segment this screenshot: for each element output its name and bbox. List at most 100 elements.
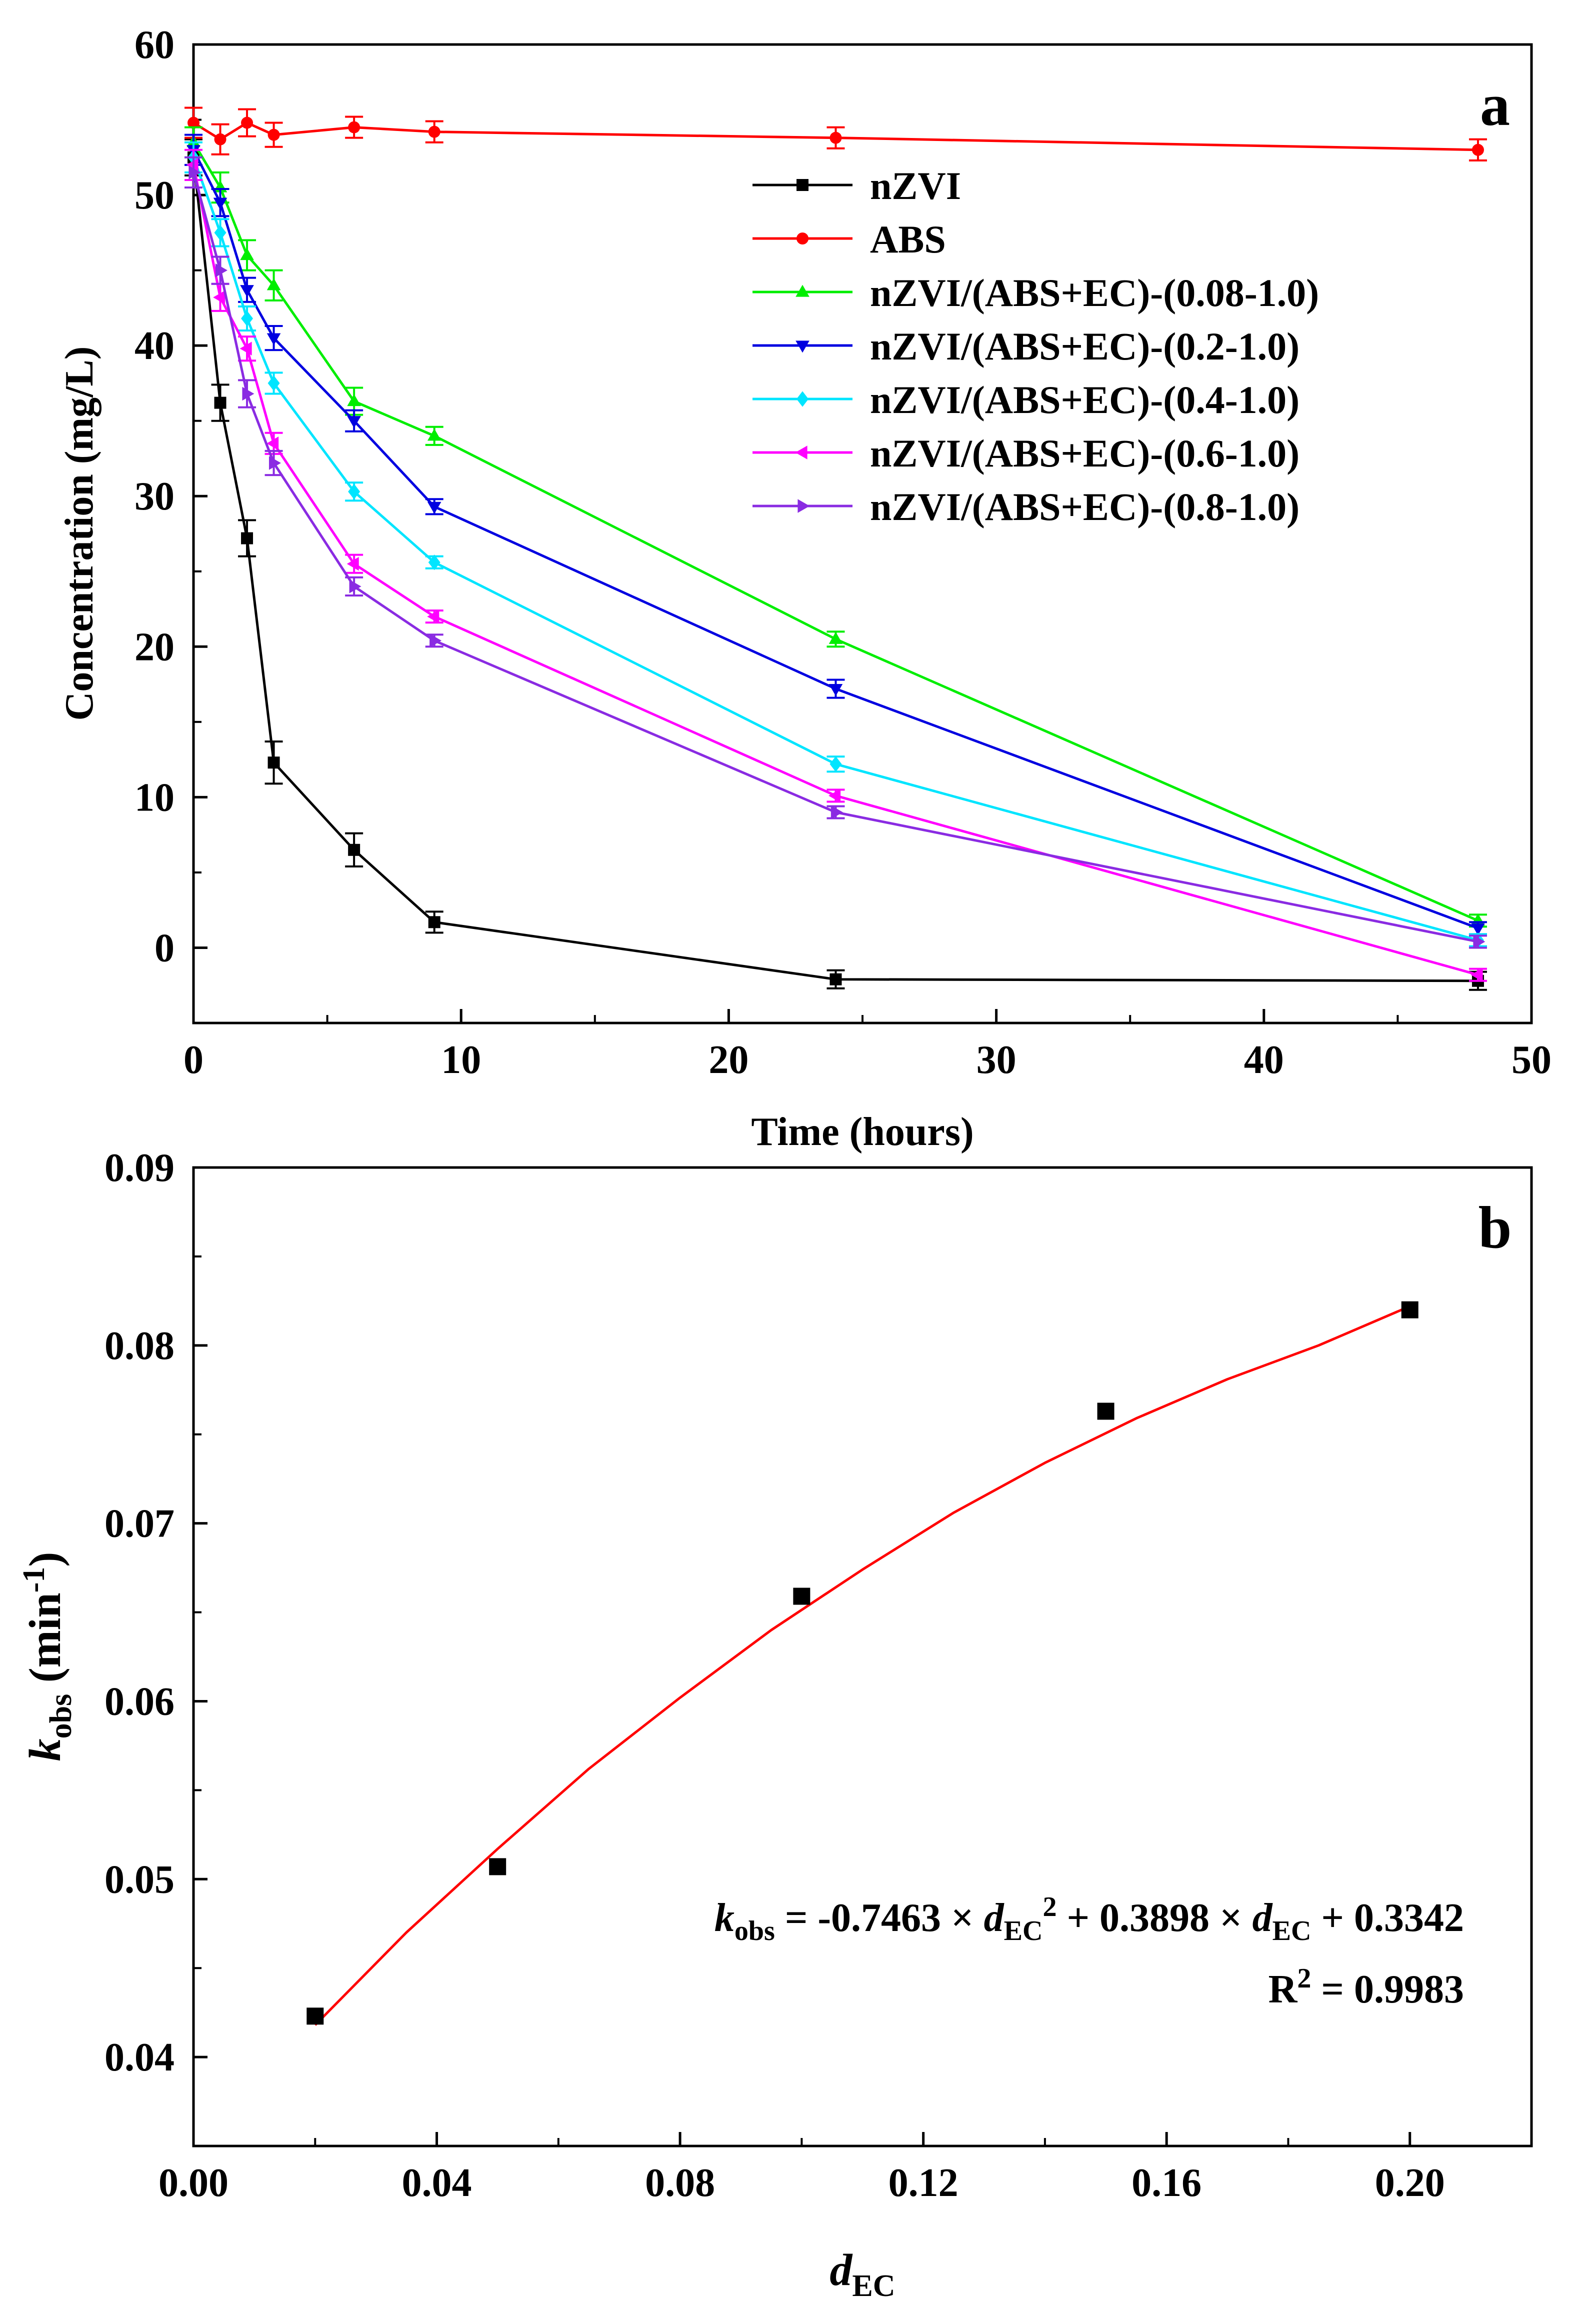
data-point (346, 556, 359, 571)
data-point (428, 916, 440, 928)
legend-item: nZVI/(ABS+EC)-(0.8-1.0) (752, 485, 1300, 528)
y-tick-label: 0 (154, 926, 174, 970)
y-tick-label: 0.08 (104, 1324, 174, 1368)
data-point (266, 333, 281, 346)
y-tick-label: 0.09 (104, 1146, 174, 1190)
data-point (266, 278, 281, 290)
panel-b: 0.00 0.04 0.08 0.12 0.16 0.20 0.040.050.060.0… (17, 1146, 1533, 2303)
panel-a-legend: nZVI ABS nZVI/(ABS+EC)-(0.08-1.0) nZVI/(ABS… (752, 164, 1319, 528)
data-point (213, 290, 226, 304)
data-point (268, 128, 280, 141)
data-point (348, 484, 360, 500)
legend-marker (796, 340, 810, 353)
x-tick-label: 0.04 (402, 2161, 472, 2205)
legend-item: nZVI/(ABS+EC)-(0.2-1.0) (752, 324, 1300, 368)
legend-item: ABS (752, 218, 946, 261)
data-point (240, 248, 254, 260)
series-line (192, 164, 1478, 976)
data-point (428, 126, 440, 138)
x-tick-label: 50 (1512, 1038, 1552, 1082)
legend-label: nZVI/(ABS+EC)-(0.08-1.0) (870, 271, 1319, 314)
legend-label: nZVI/(ABS+EC)-(0.4-1.0) (870, 378, 1300, 422)
y-tick-label: 0.06 (104, 1680, 174, 1724)
series-1 (184, 106, 1487, 162)
data-point (347, 416, 361, 428)
data-point (489, 1858, 506, 1876)
series-line (192, 149, 1478, 930)
y-tick-label: 30 (134, 474, 174, 518)
data-point (214, 396, 226, 409)
data-point (427, 502, 442, 514)
data-point (1473, 934, 1486, 949)
data-point (268, 756, 280, 769)
panel-a-y-axis-label: Concentration (mg/L) (58, 346, 102, 721)
panel-b-x-axis-label: dEC (830, 2246, 895, 2303)
data-point (348, 844, 360, 856)
legend-label: nZVI/(ABS+EC)-(0.6-1.0) (870, 432, 1300, 475)
x-tick-label: 40 (1244, 1038, 1284, 1082)
legend-marker (796, 391, 808, 407)
legend-item: nZVI/(ABS+EC)-(0.6-1.0) (752, 432, 1300, 475)
legend-label: nZVI (870, 164, 961, 208)
data-point (427, 610, 440, 624)
legend-marker (796, 179, 808, 191)
data-point (214, 224, 226, 240)
panel-a-y-ticks: 0 10 20 30 40 50 60 (134, 23, 208, 1024)
data-point (241, 116, 254, 129)
data-point (348, 121, 360, 134)
data-point (828, 684, 843, 696)
panel-b-plot-frame (192, 1166, 1533, 2148)
panel-b-x-ticks: 0.00 0.04 0.08 0.12 0.16 0.20 (158, 2132, 1532, 2205)
y-tick-label: 50 (134, 174, 174, 218)
data-point (793, 1588, 810, 1605)
data-point (1470, 968, 1483, 982)
r-squared: R2 = 0.9983 (1268, 1963, 1464, 2012)
x-tick-label: 0 (184, 1038, 204, 1082)
legend-item: nZVI (752, 164, 961, 208)
y-tick-label: 60 (134, 23, 174, 67)
legend-marker (798, 499, 810, 513)
legend-item: nZVI/(ABS+EC)-(0.08-1.0) (752, 271, 1319, 314)
series-3 (184, 134, 1487, 936)
data-point (241, 310, 254, 326)
data-point (1471, 923, 1485, 936)
data-point (188, 166, 201, 180)
data-point (349, 580, 362, 594)
data-point (214, 133, 226, 146)
x-tick-label: 0.16 (1132, 2161, 1202, 2205)
data-point (830, 132, 842, 144)
y-tick-label: 10 (134, 776, 174, 820)
data-point (268, 456, 281, 470)
panel-b-fit-curve-group (314, 1305, 1410, 2026)
legend-item: nZVI/(ABS+EC)-(0.4-1.0) (752, 378, 1300, 422)
data-point (242, 386, 254, 401)
panel-a-label: a (1480, 72, 1510, 138)
data-point (1472, 144, 1484, 156)
y-tick-label: 0.05 (104, 1858, 174, 1902)
y-tick-label: 0.04 (104, 2036, 174, 2080)
series-line (192, 157, 1478, 982)
data-point (186, 158, 198, 172)
series-6 (184, 156, 1487, 949)
legend-marker (795, 446, 808, 460)
data-point (428, 554, 440, 570)
x-tick-label: 0.00 (158, 2161, 228, 2205)
panel-a-x-axis-label: Time (hours) (751, 1110, 974, 1154)
data-point (240, 342, 252, 356)
x-tick-label: 0.12 (888, 2161, 958, 2205)
x-tick-label: 30 (976, 1038, 1016, 1082)
x-tick-label: 20 (708, 1038, 748, 1082)
y-tick-label: 40 (134, 324, 174, 368)
data-point (427, 428, 442, 441)
panel-a-series (184, 106, 1487, 991)
data-point (830, 973, 842, 986)
data-point (268, 375, 280, 392)
data-point (830, 756, 842, 772)
data-point (240, 285, 254, 298)
data-point (1097, 1402, 1114, 1420)
legend-label: ABS (870, 218, 946, 261)
data-point (215, 263, 228, 278)
panel-b-y-axis-label: kobs (min-1) (17, 1552, 78, 1762)
panel-b-y-ticks: 0.04 0.05 0.06 0.07 0.08 0.09 (104, 1146, 208, 2147)
